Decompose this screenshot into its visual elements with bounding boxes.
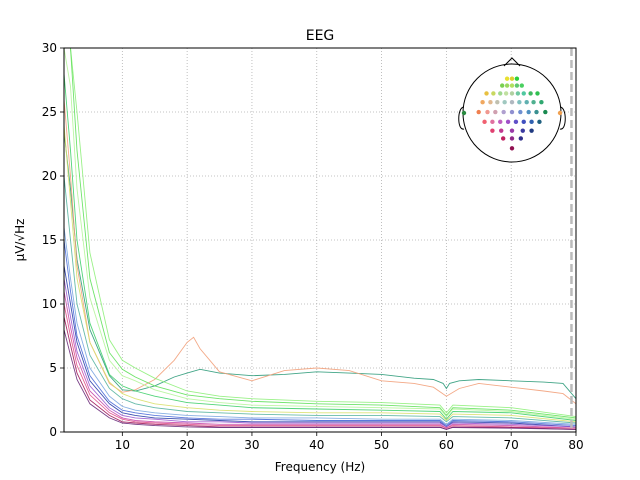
sensor-dot bbox=[521, 91, 526, 96]
y-tick-label: 0 bbox=[49, 425, 57, 439]
sensor-dot bbox=[524, 100, 529, 105]
sensor-dot bbox=[535, 91, 540, 96]
sensor-dot bbox=[493, 109, 498, 115]
sensor-dot bbox=[557, 110, 563, 116]
sensor-dot bbox=[518, 109, 523, 115]
x-axis-label: Frequency (Hz) bbox=[275, 460, 366, 474]
sensor-dot bbox=[519, 83, 524, 88]
sensor-dot bbox=[500, 136, 506, 141]
sensor-dot bbox=[461, 110, 467, 116]
sensor-dot bbox=[509, 100, 515, 105]
sensor-dot bbox=[515, 91, 521, 96]
sensor-dot bbox=[539, 100, 544, 105]
sensor-dot bbox=[529, 119, 534, 125]
series-group bbox=[64, 48, 576, 432]
sensor-dot bbox=[485, 109, 490, 115]
sensor-dot bbox=[509, 83, 515, 88]
sensor-dot bbox=[504, 76, 510, 81]
sensor-dot bbox=[505, 119, 511, 125]
sensor-dot bbox=[514, 83, 520, 88]
y-tick-label: 5 bbox=[49, 361, 57, 375]
sensor-dot bbox=[520, 128, 525, 133]
sensor-dot bbox=[482, 119, 487, 125]
sensor-dot bbox=[501, 109, 506, 115]
sensor-dot bbox=[537, 119, 542, 125]
sensor-dot bbox=[488, 100, 493, 105]
y-tick-label: 10 bbox=[42, 297, 57, 311]
sensor-dot bbox=[498, 91, 503, 96]
series-line bbox=[64, 278, 576, 428]
sensor-dot bbox=[531, 100, 536, 105]
left-ear bbox=[458, 106, 465, 130]
series-line bbox=[64, 227, 576, 425]
sensor-dot bbox=[503, 91, 509, 96]
x-tick-label: 40 bbox=[309, 438, 324, 452]
x-tick-label: 30 bbox=[244, 438, 259, 452]
x-tick-label: 70 bbox=[504, 438, 519, 452]
y-tick-label: 20 bbox=[42, 169, 57, 183]
sensor-dot bbox=[534, 109, 539, 115]
plot-area bbox=[64, 48, 576, 432]
sensor-dot bbox=[476, 109, 481, 115]
sensor-dot bbox=[504, 83, 510, 88]
sensor-dot bbox=[498, 119, 503, 125]
sensor-dot bbox=[499, 128, 504, 133]
sensor-dot bbox=[480, 100, 485, 105]
sensor-dot bbox=[509, 128, 515, 133]
series-line bbox=[64, 73, 576, 421]
x-axis-ticks: 10 20 30 40 50 60 70 80 bbox=[115, 432, 584, 452]
series-line bbox=[64, 124, 576, 423]
series-line bbox=[64, 175, 576, 424]
sensor-dot bbox=[513, 119, 519, 125]
y-tick-label: 15 bbox=[42, 233, 57, 247]
x-tick-label: 80 bbox=[568, 438, 583, 452]
series-line bbox=[64, 131, 576, 399]
series-line bbox=[64, 265, 576, 428]
sensor-dot bbox=[517, 100, 522, 105]
sensor-dot bbox=[528, 91, 533, 96]
sensor-dot bbox=[526, 109, 531, 115]
series-line bbox=[64, 48, 576, 418]
sensor-dot bbox=[509, 76, 515, 81]
chart-title: EEG bbox=[306, 28, 335, 44]
sensor-dot bbox=[484, 91, 489, 96]
y-axis-ticks: 0 5 10 15 20 25 30 bbox=[42, 41, 64, 439]
sensor-dot bbox=[529, 128, 534, 133]
sensor-dot bbox=[521, 119, 526, 125]
nose bbox=[503, 57, 521, 67]
x-tick-label: 60 bbox=[439, 438, 454, 452]
sensor-dot bbox=[490, 128, 495, 133]
sensor-dot bbox=[500, 83, 505, 88]
x-tick-label: 20 bbox=[179, 438, 194, 452]
x-tick-label: 10 bbox=[115, 438, 130, 452]
y-axis-label: µV/√Hz bbox=[13, 219, 27, 262]
y-tick-label: 30 bbox=[42, 41, 57, 55]
sensor-dot bbox=[509, 91, 515, 96]
sensor-dot bbox=[509, 109, 515, 115]
sensor-dot bbox=[518, 136, 524, 141]
sensor-dot bbox=[543, 109, 548, 115]
sensor-dot bbox=[495, 100, 500, 105]
sensor-dot bbox=[490, 119, 495, 125]
sensor-dot bbox=[509, 146, 515, 151]
right-ear bbox=[559, 106, 566, 130]
series-line bbox=[64, 239, 576, 427]
sensor-dot bbox=[502, 100, 507, 105]
sensor-dot bbox=[509, 136, 515, 141]
series-line bbox=[64, 291, 576, 429]
sensor-dot bbox=[491, 91, 496, 96]
series-line bbox=[64, 329, 576, 430]
sensor-layout-inset bbox=[458, 57, 566, 163]
series-line bbox=[64, 303, 576, 429]
y-tick-label: 25 bbox=[42, 105, 57, 119]
series-line bbox=[64, 48, 576, 420]
series-line bbox=[64, 48, 576, 419]
x-tick-label: 50 bbox=[374, 438, 389, 452]
sensor-dot bbox=[514, 76, 520, 81]
